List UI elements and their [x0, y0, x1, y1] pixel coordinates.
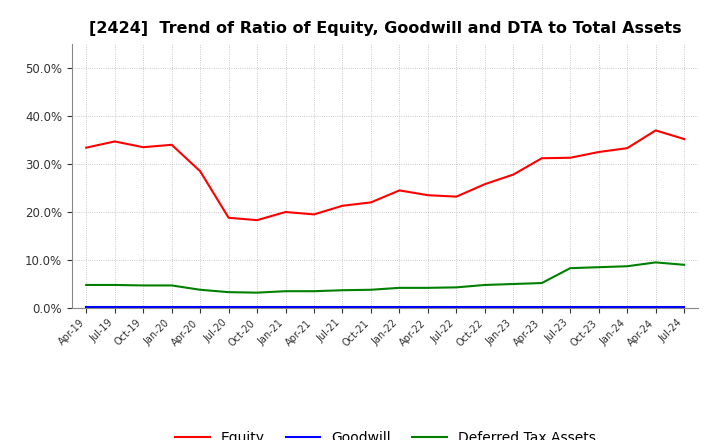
Deferred Tax Assets: [310, 289, 318, 294]
Goodwill: [225, 304, 233, 309]
Deferred Tax Assets: [338, 288, 347, 293]
Deferred Tax Assets: [82, 282, 91, 288]
Equity: [623, 146, 631, 151]
Legend: Equity, Goodwill, Deferred Tax Assets: Equity, Goodwill, Deferred Tax Assets: [169, 426, 601, 440]
Deferred Tax Assets: [509, 281, 518, 286]
Deferred Tax Assets: [225, 290, 233, 295]
Goodwill: [680, 304, 688, 309]
Equity: [652, 128, 660, 133]
Deferred Tax Assets: [595, 264, 603, 270]
Equity: [566, 155, 575, 161]
Deferred Tax Assets: [623, 264, 631, 269]
Goodwill: [423, 304, 432, 309]
Deferred Tax Assets: [680, 262, 688, 268]
Goodwill: [167, 304, 176, 309]
Goodwill: [82, 304, 91, 309]
Equity: [310, 212, 318, 217]
Title: [2424]  Trend of Ratio of Equity, Goodwill and DTA to Total Assets: [2424] Trend of Ratio of Equity, Goodwil…: [89, 21, 682, 36]
Goodwill: [537, 304, 546, 309]
Deferred Tax Assets: [167, 283, 176, 288]
Equity: [225, 215, 233, 220]
Goodwill: [566, 304, 575, 309]
Deferred Tax Assets: [110, 282, 119, 288]
Equity: [395, 188, 404, 193]
Deferred Tax Assets: [253, 290, 261, 295]
Goodwill: [452, 304, 461, 309]
Goodwill: [139, 304, 148, 309]
Deferred Tax Assets: [423, 285, 432, 290]
Goodwill: [623, 304, 631, 309]
Goodwill: [282, 304, 290, 309]
Goodwill: [338, 304, 347, 309]
Equity: [253, 217, 261, 223]
Deferred Tax Assets: [139, 283, 148, 288]
Line: Equity: Equity: [86, 130, 684, 220]
Equity: [82, 145, 91, 150]
Goodwill: [480, 304, 489, 309]
Deferred Tax Assets: [196, 287, 204, 293]
Line: Deferred Tax Assets: Deferred Tax Assets: [86, 262, 684, 293]
Deferred Tax Assets: [480, 282, 489, 288]
Equity: [139, 145, 148, 150]
Equity: [537, 156, 546, 161]
Goodwill: [196, 304, 204, 309]
Equity: [196, 169, 204, 174]
Equity: [366, 200, 375, 205]
Goodwill: [110, 304, 119, 309]
Equity: [282, 209, 290, 215]
Equity: [423, 193, 432, 198]
Equity: [167, 142, 176, 147]
Deferred Tax Assets: [537, 280, 546, 286]
Equity: [509, 172, 518, 177]
Deferred Tax Assets: [652, 260, 660, 265]
Goodwill: [310, 304, 318, 309]
Goodwill: [366, 304, 375, 309]
Deferred Tax Assets: [395, 285, 404, 290]
Deferred Tax Assets: [566, 265, 575, 271]
Equity: [680, 136, 688, 142]
Goodwill: [253, 304, 261, 309]
Equity: [338, 203, 347, 209]
Goodwill: [652, 304, 660, 309]
Equity: [110, 139, 119, 144]
Equity: [480, 182, 489, 187]
Deferred Tax Assets: [452, 285, 461, 290]
Equity: [452, 194, 461, 199]
Goodwill: [509, 304, 518, 309]
Deferred Tax Assets: [282, 289, 290, 294]
Equity: [595, 149, 603, 154]
Goodwill: [395, 304, 404, 309]
Deferred Tax Assets: [366, 287, 375, 293]
Goodwill: [595, 304, 603, 309]
